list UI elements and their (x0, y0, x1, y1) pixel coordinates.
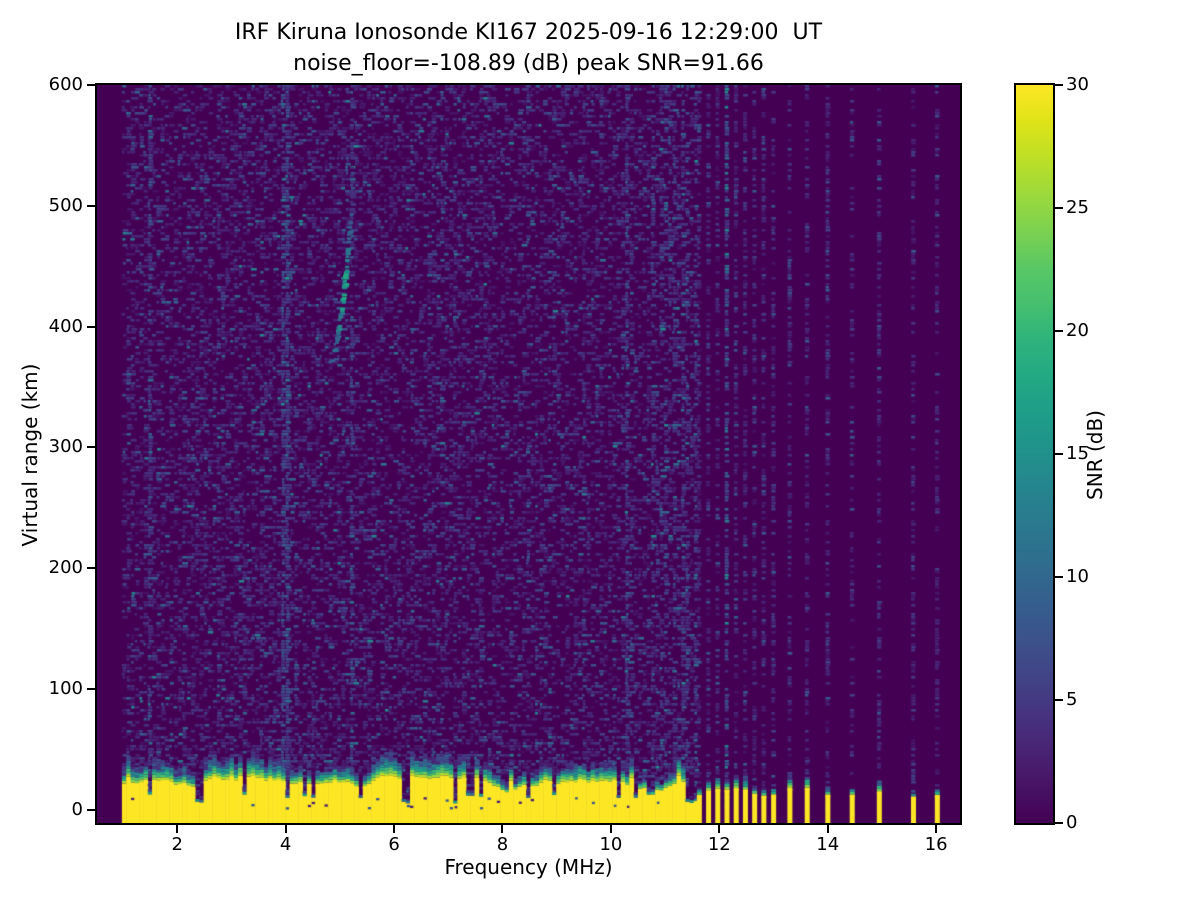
x-tick-label-12: 12 (707, 834, 731, 855)
colorbar-tick-label-0: 0 (1066, 812, 1078, 833)
y-axis-tick-300 (87, 446, 95, 449)
y-tick-label-200: 200 (48, 557, 83, 579)
y-tick-label-400: 400 (48, 315, 83, 337)
title-line-1: IRF Kiruna Ionosonde KI167 2025-09-16 12… (234, 20, 823, 45)
colorbar-tick-25 (1055, 207, 1063, 209)
colorbar-tick-20 (1055, 330, 1063, 332)
colorbar-tick-label-15: 15 (1066, 443, 1089, 464)
y-axis-tick-200 (87, 567, 95, 570)
colorbar-tick-15 (1055, 453, 1063, 455)
colorbar-tick-30 (1055, 84, 1063, 86)
x-tick-label-10: 10 (599, 834, 623, 855)
y-tick-label-0: 0 (71, 798, 83, 820)
x-tick-label-4: 4 (279, 834, 292, 855)
colorbar-tick-5 (1055, 699, 1063, 701)
x-axis-tick-6 (393, 825, 396, 833)
y-tick-label-100: 100 (48, 678, 83, 700)
ionogram-heatmap-canvas (97, 85, 960, 823)
y-axis-tick-600 (87, 84, 95, 86)
x-axis-tick-4 (284, 825, 287, 833)
y-axis-tick-500 (87, 204, 95, 207)
y-axis-tick-100 (87, 688, 95, 691)
x-axis-tick-16 (935, 825, 938, 833)
title-line-2: noise_floor=-108.89 (dB) peak SNR=91.66 (293, 51, 764, 76)
colorbar-frame (1014, 83, 1055, 825)
ionogram-plot-frame (95, 83, 962, 825)
x-tick-label-2: 2 (171, 834, 183, 855)
y-tick-label-500: 500 (48, 194, 83, 216)
y-axis-tick-400 (87, 325, 95, 328)
x-tick-label-16: 16 (924, 834, 948, 855)
colorbar-tick-10 (1055, 576, 1063, 578)
y-axis-tick-0 (87, 808, 95, 811)
colorbar-tick-0 (1055, 822, 1063, 824)
x-tick-label-8: 8 (496, 834, 509, 855)
y-tick-label-600: 600 (48, 74, 83, 95)
x-axis-tick-12 (718, 825, 721, 833)
x-axis-tick-14 (826, 825, 829, 833)
plot-title: IRF Kiruna Ionosonde KI167 2025-09-16 12… (97, 17, 960, 79)
colorbar-gradient (1016, 85, 1053, 823)
colorbar-tick-label-30: 30 (1066, 74, 1089, 95)
y-tick-label-300: 300 (48, 436, 83, 458)
colorbar-tick-label-5: 5 (1066, 689, 1078, 710)
x-axis-tick-2 (176, 825, 179, 833)
x-axis-tick-10 (609, 825, 612, 833)
x-tick-label-14: 14 (816, 834, 840, 855)
x-axis-tick-8 (501, 825, 504, 833)
x-axis-label: Frequency (MHz) (444, 855, 613, 879)
x-tick-label-6: 6 (388, 834, 400, 855)
colorbar-tick-label-10: 10 (1066, 566, 1089, 587)
colorbar-tick-label-20: 20 (1066, 320, 1089, 341)
colorbar-tick-label-25: 25 (1066, 197, 1089, 218)
